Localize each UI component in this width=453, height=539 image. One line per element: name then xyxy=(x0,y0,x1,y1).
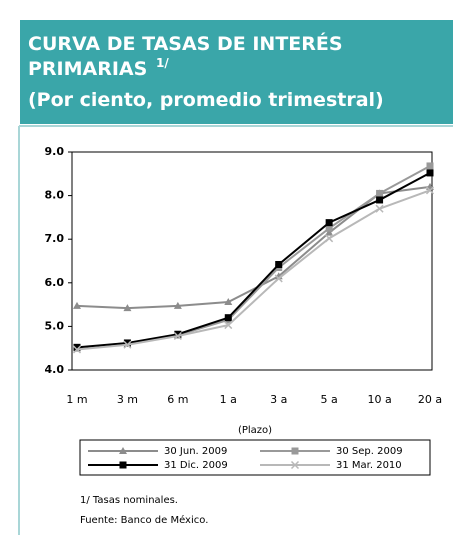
point xyxy=(325,234,334,243)
x-tick-label: 10 a xyxy=(367,393,391,406)
y-tick-label: 7.0 xyxy=(45,232,65,245)
title-sup: 1/ xyxy=(156,56,169,70)
x-tick-label: 20 a xyxy=(418,393,442,406)
y-tick-label: 8.0 xyxy=(45,189,65,202)
legend-label: 31 Dic. 2009 xyxy=(164,460,228,471)
point xyxy=(425,186,435,195)
point xyxy=(325,224,333,232)
legend-label: 30 Jun. 2009 xyxy=(164,446,227,457)
point xyxy=(275,260,283,268)
point xyxy=(376,196,384,204)
legend-marker xyxy=(290,460,300,470)
x-tick-label: 3 a xyxy=(270,393,287,406)
title-line: PRIMARIAS xyxy=(28,58,147,80)
x-axis-label: (Plazo) xyxy=(238,425,272,436)
series-line xyxy=(76,189,431,351)
point xyxy=(426,162,434,170)
y-tick-label: 5.0 xyxy=(45,319,65,332)
point xyxy=(426,169,434,177)
source: Fuente: Banco de México. xyxy=(80,514,208,526)
point xyxy=(174,330,182,338)
y-tick-label: 4.0 xyxy=(45,363,65,376)
legend-marker xyxy=(119,447,127,454)
point xyxy=(224,321,233,330)
point xyxy=(375,204,384,213)
subtitle: (Por ciento, promedio trimestral) xyxy=(28,89,384,111)
point xyxy=(173,331,182,341)
legend-marker xyxy=(291,447,299,455)
footnote: 1/ Tasas nominales. xyxy=(80,495,178,506)
point xyxy=(274,274,283,283)
legend-box xyxy=(79,439,431,476)
x-tick-label: 5 a xyxy=(321,393,338,406)
legend-label: 31 Mar. 2010 xyxy=(336,460,402,471)
point xyxy=(224,314,232,322)
x-tick-label: 1 a xyxy=(220,393,237,406)
point xyxy=(173,301,182,309)
plot-frame xyxy=(71,151,433,371)
y-tick-label: 9.0 xyxy=(45,145,65,158)
point xyxy=(123,304,132,312)
x-tick-label: 3 m xyxy=(117,393,138,406)
point xyxy=(224,297,233,305)
series-line xyxy=(76,172,431,349)
header-band xyxy=(20,20,453,124)
y-tick-label: 6.0 xyxy=(45,276,65,289)
point xyxy=(72,345,82,354)
point xyxy=(73,343,81,351)
legend-marker xyxy=(119,461,127,469)
x-tick-label: 1 m xyxy=(66,393,87,406)
point xyxy=(73,301,81,309)
x-tick-label: 6 m xyxy=(167,393,188,406)
point xyxy=(325,219,333,227)
point xyxy=(325,228,334,236)
point xyxy=(376,189,384,197)
title-line: CURVA DE TASAS DE INTERÉS xyxy=(28,32,343,55)
point xyxy=(123,340,132,349)
legend-label: 30 Sep. 2009 xyxy=(336,446,403,457)
point xyxy=(123,339,131,347)
